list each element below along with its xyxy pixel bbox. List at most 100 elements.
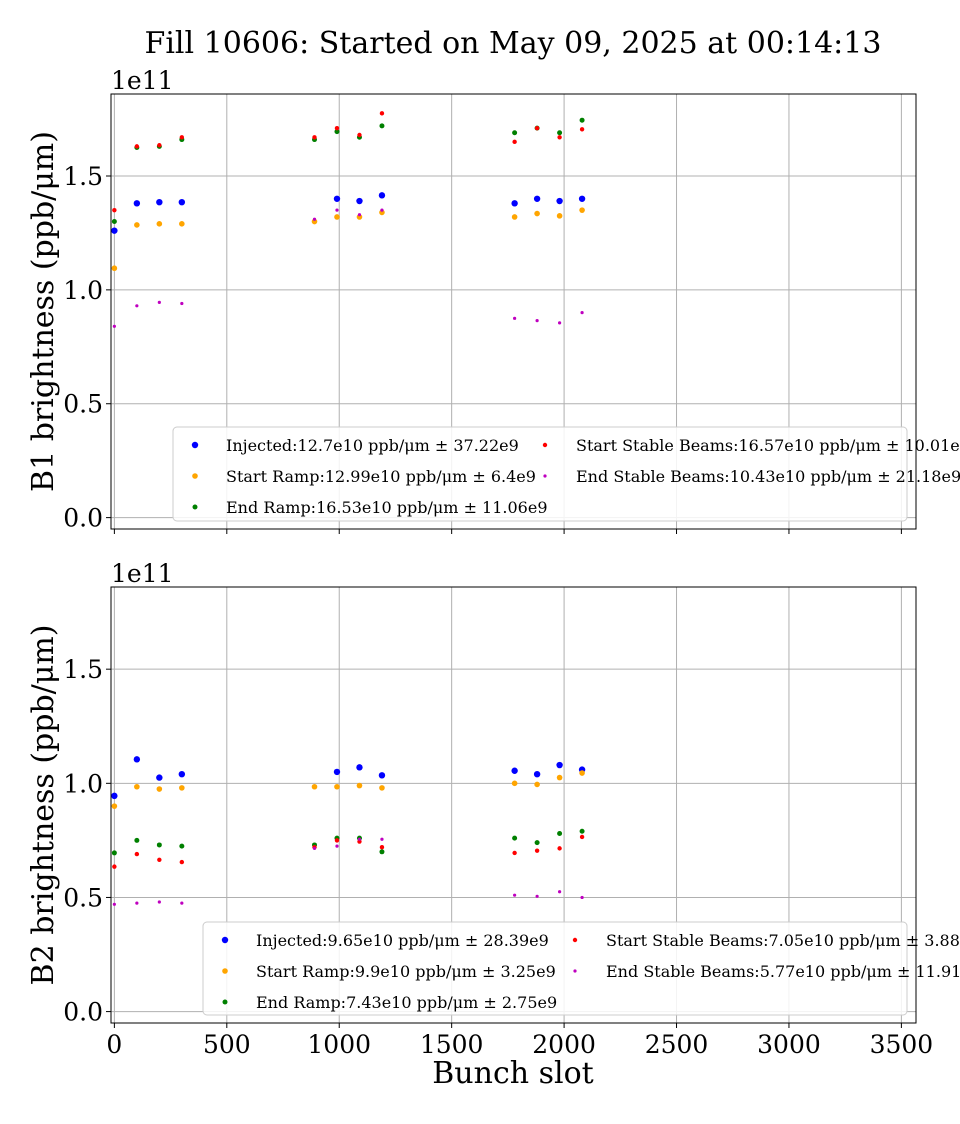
y-axis-multiplier: 1e11 [111, 66, 174, 95]
legend-marker [192, 473, 198, 479]
legend-entry: Start Ramp:12.99e10 ppb/μm ± 6.4e9 [226, 467, 536, 486]
chart-title: Fill 10606: Started on May 09, 2025 at 0… [145, 26, 882, 61]
b1-brightness-panel: 0.0 0.5 1.0 1.5 1e11 B1 brightness (ppb/μm) In… [26, 66, 960, 534]
data-point [557, 130, 563, 136]
data-point [157, 143, 162, 148]
data-point [579, 828, 585, 834]
data-point [134, 783, 140, 790]
data-point [511, 780, 518, 787]
data-point [534, 848, 540, 853]
data-point [112, 207, 117, 213]
data-point [513, 893, 517, 897]
x-tick-label: 3000 [757, 1030, 821, 1059]
data-point [557, 321, 562, 325]
data-point [535, 319, 539, 323]
b2-brightness-panel: 0.0 0.5 1.0 1.5 0 500 1000 1500 2000 2500 3000 3500… [26, 559, 960, 1059]
plot-frame [110, 93, 917, 530]
data-point [157, 900, 161, 904]
data-point [112, 864, 117, 869]
data-point [156, 786, 163, 792]
data-point [333, 768, 341, 776]
legend-entry: End Ramp:16.53e10 ppb/μm ± 11.06e9 [226, 498, 548, 517]
data-point [111, 803, 118, 809]
data-point [512, 850, 517, 856]
data-point [179, 843, 185, 849]
x-tick-label: 3500 [870, 1030, 934, 1059]
data-point [356, 197, 363, 205]
x-axis-label: Bunch slot [432, 1056, 593, 1091]
y-tick-label: 1.0 [63, 769, 103, 798]
data-point [556, 774, 563, 781]
data-point [379, 209, 385, 216]
data-point [579, 117, 585, 123]
y-tick-label: 0.5 [63, 883, 103, 912]
data-point [357, 839, 362, 844]
legend-marker [573, 969, 577, 973]
data-point [556, 197, 563, 205]
data-point [379, 785, 385, 791]
data-point [512, 139, 517, 145]
data-point [378, 772, 386, 779]
legend: Injected:9.65e10 ppb/μm ± 28.39e9 Start R… [202, 921, 960, 1016]
data-point [578, 195, 586, 202]
legend-entry: End Stable Beams:5.77e10 ppb/μm ± 11.91e… [606, 962, 960, 981]
data-point [356, 764, 363, 771]
data-point [380, 837, 384, 841]
y-tick-label: 1.5 [63, 162, 103, 191]
data-point [111, 227, 118, 234]
data-point [312, 217, 317, 221]
x-tick-label: 1500 [420, 1030, 484, 1059]
data-point [111, 219, 117, 225]
data-point [534, 210, 540, 217]
data-point [156, 221, 163, 227]
data-point [134, 144, 140, 149]
data-point [512, 130, 518, 136]
data-point [535, 894, 539, 898]
data-point [179, 135, 185, 140]
data-point [180, 301, 184, 306]
data-point [156, 774, 163, 781]
data-point [533, 770, 541, 778]
legend-entry: Injected:12.7e10 ppb/μm ± 37.22e9 [226, 436, 519, 455]
data-point [312, 846, 317, 850]
data-point [557, 135, 562, 140]
data-point [133, 756, 141, 763]
x-tick-label: 2000 [532, 1030, 596, 1059]
y-tick-label: 0.5 [63, 390, 103, 419]
data-point [580, 311, 584, 315]
data-point [334, 125, 340, 131]
y-axis-label: B2 brightness (ppb/μm) [26, 625, 61, 986]
y-tick-label: 0.0 [63, 504, 103, 533]
x-tick-label: 0 [106, 1030, 122, 1059]
data-point [156, 842, 162, 848]
data-point [379, 845, 385, 850]
legend-marker [222, 999, 228, 1005]
data-point [557, 890, 562, 894]
data-point [111, 850, 117, 856]
data-point [357, 213, 362, 217]
data-point [135, 901, 139, 905]
data-point [513, 316, 517, 320]
data-point [534, 781, 540, 788]
data-point [512, 835, 518, 841]
data-point [511, 214, 518, 220]
legend-entry: Start Ramp:9.9e10 ppb/μm ± 3.25e9 [256, 962, 556, 981]
data-point [357, 837, 362, 841]
legend-marker [222, 968, 228, 974]
data-point [534, 125, 540, 131]
y-axis-label: B1 brightness (ppb/μm) [26, 131, 61, 492]
data-point [357, 132, 362, 138]
data-point [557, 831, 563, 837]
data-point [111, 265, 118, 272]
data-point [556, 761, 563, 769]
data-point [178, 770, 186, 778]
data-point [334, 214, 340, 220]
data-point [334, 129, 340, 135]
data-point [579, 770, 585, 776]
data-point [311, 218, 318, 225]
data-point [511, 200, 518, 207]
plot-frame [110, 586, 917, 1024]
data-point [135, 304, 139, 308]
data-point [379, 123, 385, 129]
data-point [134, 837, 140, 843]
